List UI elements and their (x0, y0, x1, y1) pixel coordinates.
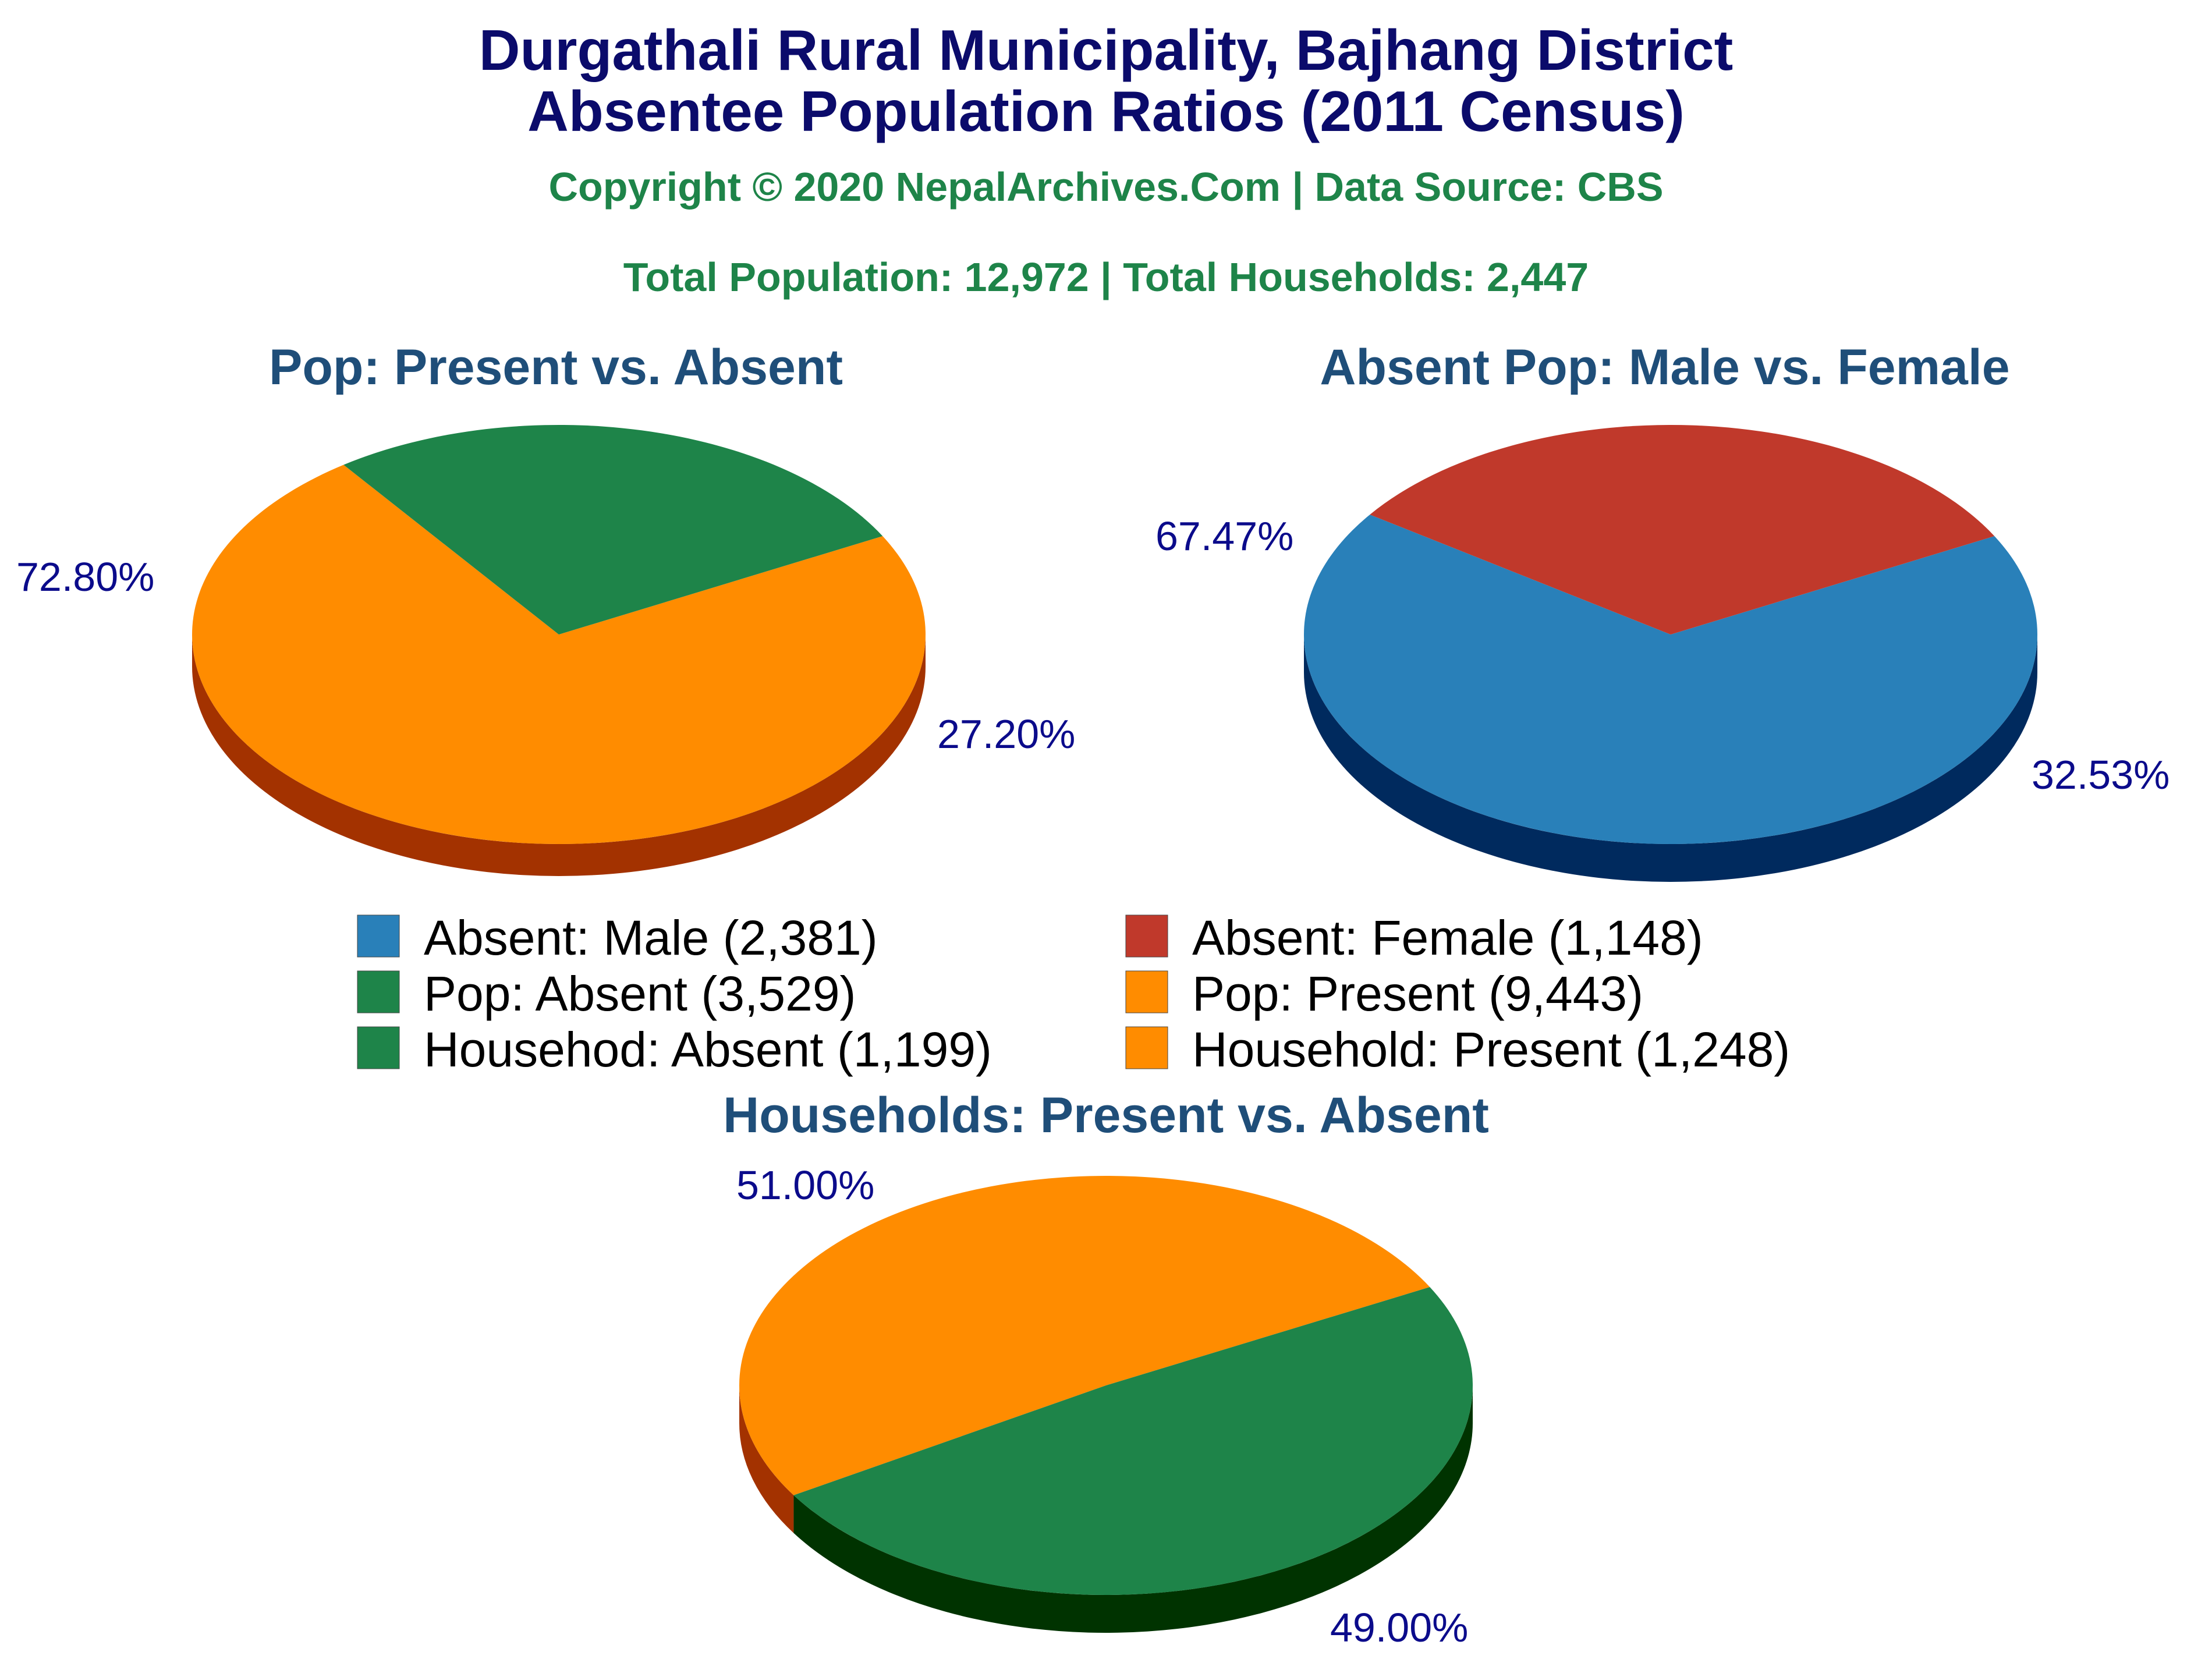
chart-title-line1: Durgathali Rural Municipality, Bajhang D… (479, 18, 1733, 82)
pie2-slice-2 (1370, 425, 1995, 634)
pie2-slice1-percent-label: 67.47% (1155, 513, 1293, 559)
legend-label-pop-present: Pop: Present (9,443) (1192, 966, 1643, 1021)
legend-label-pop-absent: Pop: Absent (3,529) (424, 966, 856, 1021)
pie3-title: Households: Present vs. Absent (723, 1087, 1489, 1143)
pie3-side-wall-2 (793, 1385, 1473, 1633)
pie2-title: Absent Pop: Male vs. Female (1320, 339, 2009, 395)
pie3-slice1-percent-label: 51.00% (736, 1162, 874, 1208)
pie3-slice-1 (739, 1175, 1430, 1495)
pie2-slice-1 (1304, 515, 2037, 844)
pie3-slice2-percent-label: 49.00% (1330, 1605, 1468, 1650)
chart-title-line2: Absentee Population Ratios (2011 Census) (527, 79, 1685, 143)
legend: Absent: Male (2,381) Absent: Female (1,1… (357, 910, 1790, 1077)
copyright-text: Copyright © 2020 NepalArchives.Com | Dat… (548, 164, 1663, 210)
pie-chart-population (192, 425, 926, 876)
pie1-title: Pop: Present vs. Absent (269, 339, 843, 395)
legend-label-household-present: Household: Present (1,248) (1192, 1022, 1790, 1077)
pie-chart-households (739, 1175, 1473, 1633)
legend-label-absent-female: Absent: Female (1,148) (1192, 910, 1703, 965)
pie2-side-wall-1 (1304, 634, 2037, 882)
legend-swatch-household-present (1125, 1026, 1168, 1069)
pie1-slice1-percent-label: 72.80% (16, 554, 154, 600)
legend-label-household-absent: Househod: Absent (1,199) (424, 1022, 992, 1077)
legend-swatch-absent-female (1125, 914, 1168, 958)
pie-chart-absent-gender (1304, 425, 2037, 882)
legend-swatch-pop-absent (357, 970, 400, 1013)
legend-swatch-household-absent (357, 1026, 400, 1069)
totals-text: Total Population: 12,972 | Total Househo… (623, 254, 1589, 300)
pie3-slice-2 (793, 1286, 1473, 1595)
pie1-slice-1 (192, 465, 926, 844)
legend-swatch-absent-male (357, 914, 400, 958)
legend-label-absent-male: Absent: Male (2,381) (424, 910, 878, 965)
pie2-slice2-percent-label: 32.53% (2032, 752, 2170, 797)
pie3-side-wall-1 (739, 1385, 794, 1533)
legend-swatch-pop-present (1125, 970, 1168, 1013)
pie1-slice-2 (343, 425, 883, 634)
pie1-slice2-percent-label: 27.20% (937, 711, 1075, 757)
